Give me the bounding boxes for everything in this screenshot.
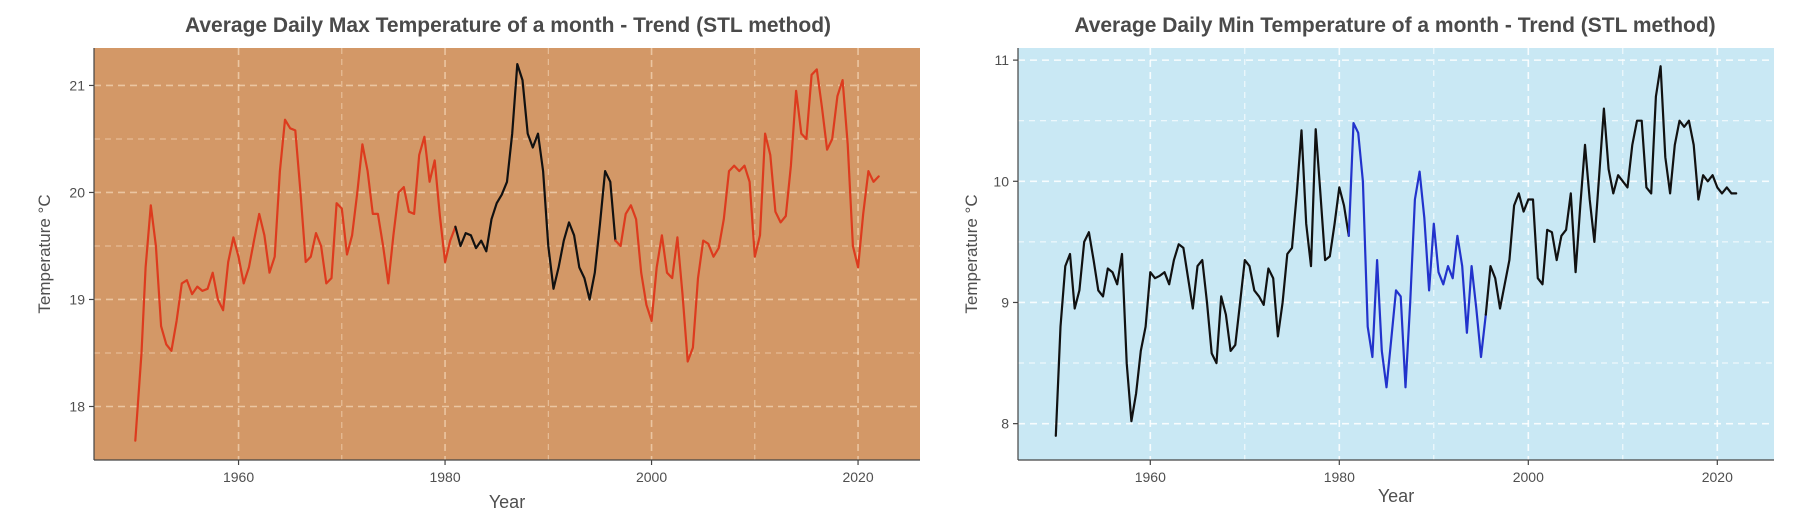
y-tick-label: 8 [1001, 416, 1009, 432]
x-tick-label: 1960 [223, 469, 254, 485]
trend-line-segment [1484, 65, 1738, 316]
y-tick-label: 21 [69, 77, 85, 93]
x-tick-label: 1960 [1135, 469, 1166, 485]
plot-background [1018, 48, 1774, 460]
x-tick-label: 1980 [429, 469, 460, 485]
y-tick-label: 10 [993, 173, 1009, 189]
plot-background [94, 48, 920, 460]
y-axis-label: Temperature °C [962, 194, 981, 313]
y-tick-label: 18 [69, 398, 85, 414]
trend-line-highlight-segment [454, 62, 617, 301]
y-tick-label: 20 [69, 184, 85, 200]
chart-min-temperature: 8 9 10 11 1960 1980 2000 2020 Average Daily Min … [962, 14, 1774, 506]
chart-title: Average Daily Min Temperature of a month… [1074, 14, 1715, 37]
y-tick-label: 19 [69, 291, 85, 307]
y-tick-label: 11 [994, 52, 1009, 68]
x-axis-label: Year [489, 492, 525, 512]
trend-line-segment [1054, 128, 1350, 437]
chart-max-temperature: 18 19 20 21 1960 1980 2000 2020 Average Daily Ma… [35, 14, 920, 512]
x-tick-label: 1980 [1324, 469, 1355, 485]
trend-line-segment [614, 68, 880, 363]
x-tick-label: 2020 [1702, 469, 1733, 485]
x-axis-label: Year [1378, 486, 1414, 506]
y-axis-label: Temperature °C [35, 194, 54, 313]
trend-line-segment [134, 118, 457, 442]
x-tick-label: 2000 [636, 469, 667, 485]
trend-line-highlight-segment [1347, 122, 1487, 389]
x-tick-label: 2000 [1513, 469, 1544, 485]
chart-title: Average Daily Max Temperature of a month… [185, 14, 831, 37]
y-tick-label: 9 [1001, 294, 1009, 310]
x-tick-label: 2020 [842, 469, 873, 485]
